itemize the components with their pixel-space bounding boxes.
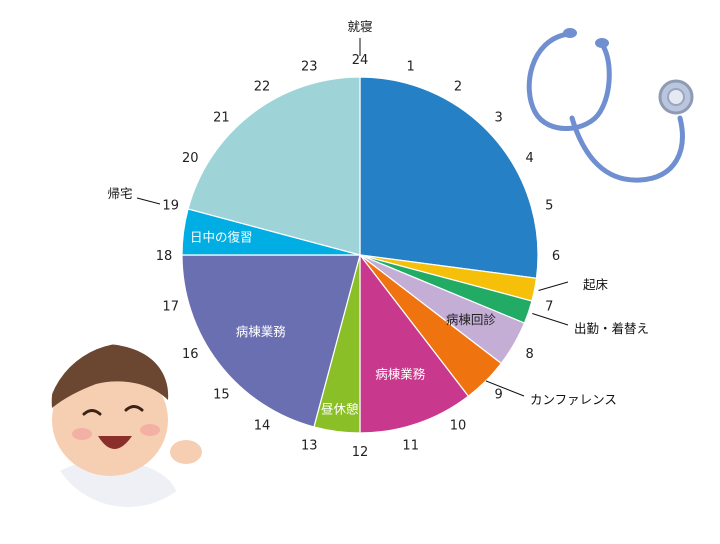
hour-label: 11 [402, 438, 419, 453]
hour-label: 18 [156, 249, 173, 264]
pie-slice-sleep [359, 76, 539, 279]
hour-label: 16 [182, 347, 199, 362]
hour-label: 17 [162, 300, 179, 315]
callout-label-conference: カンファレンス [530, 392, 617, 407]
pie-slice-ward-pm [181, 254, 361, 428]
hour-label: 6 [552, 249, 560, 264]
segment-label-review: 日中の復習 [190, 230, 253, 245]
hour-label: 7 [545, 300, 553, 315]
segment-label-ward-am: 病棟業務 [375, 366, 426, 381]
leader-line-wake [538, 281, 569, 291]
hour-label: 14 [254, 419, 271, 434]
leader-line-conference [485, 380, 525, 397]
hour-label: 1 [407, 60, 415, 75]
pie [181, 76, 539, 434]
hour-label: 12 [352, 445, 369, 460]
hour-label: 8 [526, 347, 534, 362]
hour-label: 24 [352, 53, 369, 68]
hour-label: 22 [254, 79, 271, 94]
hour-label: 3 [494, 110, 502, 125]
segment-label-ward-pm: 病棟業務 [236, 324, 287, 339]
callout-label-commute: 出勤・着替え [574, 321, 649, 336]
segment-label-rounds: 病棟回診 [446, 312, 497, 327]
hour-label: 23 [301, 60, 318, 75]
hour-label: 15 [213, 388, 230, 403]
marker-label-go-home: 帰宅 [107, 186, 132, 201]
hour-label: 5 [545, 198, 553, 213]
hour-label: 9 [494, 388, 502, 403]
marker-label-bedtime: 就寝 [347, 19, 372, 34]
segment-label-lunch: 昼休憩 [321, 402, 359, 417]
hour-label: 4 [526, 151, 534, 166]
hour-label: 2 [454, 79, 462, 94]
pie-slice-ward-am [359, 253, 470, 434]
hour-label: 10 [450, 419, 467, 434]
leader-line-commute [532, 313, 569, 326]
hour-label: 20 [182, 151, 199, 166]
callout-label-wake: 起床 [583, 277, 609, 292]
hour-label: 19 [162, 198, 179, 213]
hour-label: 13 [301, 438, 318, 453]
leader-line-go-home [136, 197, 161, 205]
hour-label: 21 [213, 110, 230, 125]
stethoscope-icon [526, 28, 694, 183]
baby-illustration [46, 343, 210, 507]
pie-slice-free [187, 76, 361, 256]
